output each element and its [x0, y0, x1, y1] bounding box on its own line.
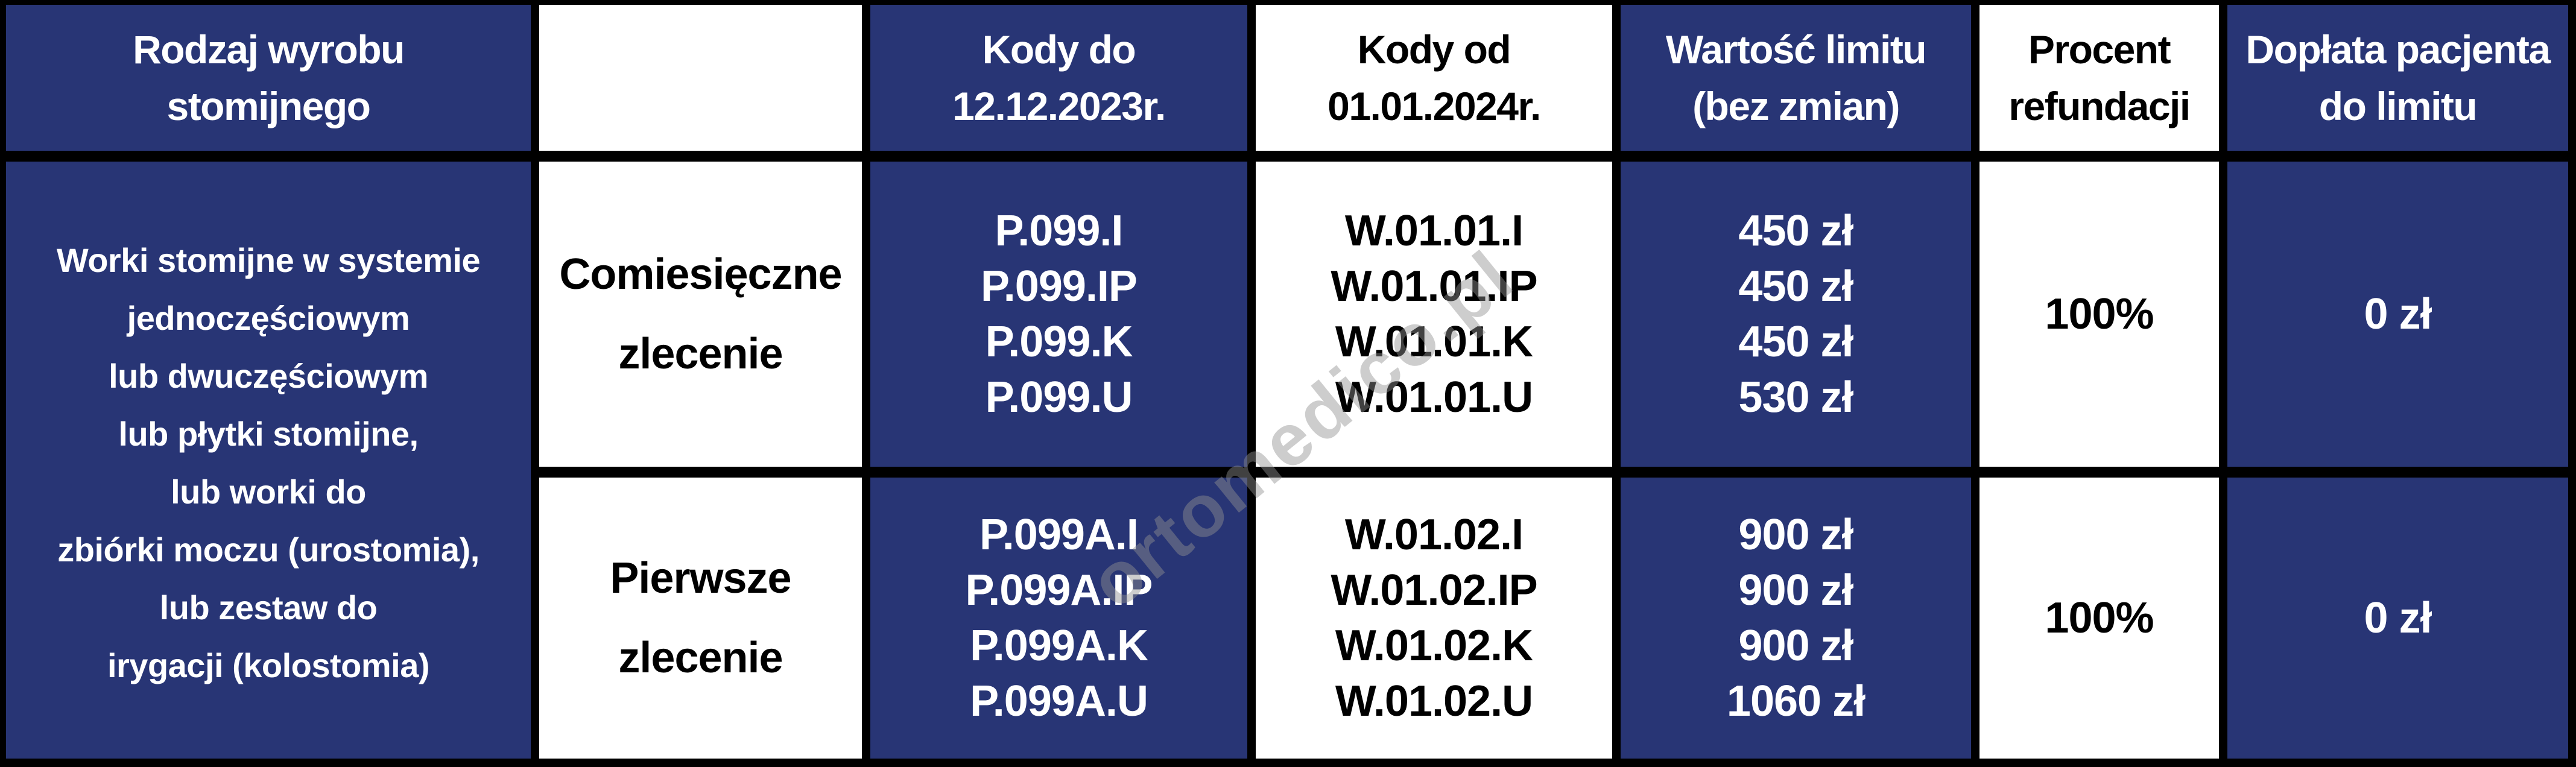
code-value: W.01.02.IP: [1331, 566, 1537, 614]
limit-value: 450 zł: [1738, 318, 1853, 366]
header-line: Kody do: [982, 27, 1136, 72]
limit-value: 900 zł: [1738, 511, 1853, 559]
cell-codes-from-row2: W.01.02.I W.01.02.IP W.01.02.K W.01.02.U: [1256, 478, 1612, 759]
limit-value: 450 zł: [1738, 262, 1853, 311]
header-line: do limitu: [2318, 84, 2478, 128]
refund-percent-value: 100%: [2045, 290, 2154, 338]
header-limit-value: Wartość limitu (bez zmian): [1621, 5, 1971, 151]
cell-codes-from-row1: W.01.01.I W.01.01.IP W.01.01.K W.01.01.U: [1256, 162, 1612, 467]
header-line: Dopłata pacjenta: [2245, 27, 2551, 72]
cell-patient-copay-row1: 0 zł: [2227, 162, 2568, 467]
limit-value: 450 zł: [1738, 207, 1853, 255]
order-type-line: Comiesięczne: [559, 250, 842, 298]
code-value: W.01.02.K: [1335, 622, 1533, 670]
code-value: P.099A.K: [970, 622, 1148, 670]
limit-value: 900 zł: [1738, 622, 1853, 670]
header-refund-percent: Procent refundacji: [1979, 5, 2219, 151]
code-value: W.01.02.U: [1335, 677, 1533, 725]
code-value: W.01.01.I: [1344, 207, 1524, 255]
code-value: W.01.01.U: [1335, 373, 1533, 421]
header-product-type: Rodzaj wyrobu stomijnego: [6, 5, 531, 151]
cell-refund-percent-row2: 100%: [1979, 478, 2219, 759]
cell-limit-values-row1: 450 zł 450 zł 450 zł 530 zł: [1621, 162, 1971, 467]
header-line: Rodzaj wyrobu: [133, 27, 405, 72]
header-order-type-empty: [539, 5, 862, 151]
header-line: (bez zmian): [1692, 84, 1900, 128]
product-line: Worki stomijne w systemie: [56, 241, 481, 279]
cell-codes-until-row1: P.099.I P.099.IP P.099.K P.099.U: [870, 162, 1247, 467]
copay-value: 0 zł: [2364, 594, 2432, 642]
cell-limit-values-row2: 900 zł 900 zł 900 zł 1060 zł: [1621, 478, 1971, 759]
product-line: lub zestaw do: [159, 589, 378, 627]
header-line: 01.01.2024r.: [1328, 84, 1541, 128]
product-line: irygacji (kolostomia): [107, 646, 430, 684]
copay-value: 0 zł: [2364, 290, 2432, 338]
code-value: W.01.02.I: [1344, 511, 1524, 559]
order-type-line: Pierwsze: [610, 554, 791, 602]
header-codes-from: Kody od 01.01.2024r.: [1256, 5, 1612, 151]
code-value: P.099.I: [995, 207, 1124, 255]
header-line: Procent: [2028, 27, 2171, 72]
code-value: P.099.IP: [981, 262, 1138, 311]
product-line: lub worki do: [171, 473, 366, 511]
code-value: P.099A.IP: [965, 566, 1153, 614]
code-value: W.01.01.IP: [1331, 262, 1537, 311]
refund-percent-value: 100%: [2045, 594, 2154, 642]
cell-patient-copay-row2: 0 zł: [2227, 478, 2568, 759]
order-type-line: zlecenie: [618, 634, 783, 682]
cell-codes-until-row2: P.099A.I P.099A.IP P.099A.K P.099A.U: [870, 478, 1247, 759]
code-value: W.01.01.K: [1335, 318, 1533, 366]
code-value: P.099.K: [985, 318, 1133, 366]
header-line: Kody od: [1357, 27, 1511, 72]
header-line: stomijnego: [166, 84, 371, 128]
cell-order-type-monthly: Comiesięczne zlecenie: [539, 162, 862, 467]
order-type-line: zlecenie: [618, 330, 783, 378]
header-line: 12.12.2023r.: [952, 84, 1166, 128]
header-line: refundacji: [2008, 84, 2191, 128]
code-value: P.099A.U: [970, 677, 1148, 725]
limit-value: 1060 zł: [1726, 677, 1866, 725]
header-line: Wartość limitu: [1665, 27, 1927, 72]
cell-product-description: Worki stomijne w systemie jednoczęściowy…: [6, 162, 531, 759]
code-value: P.099A.I: [979, 511, 1139, 559]
cell-refund-percent-row1: 100%: [1979, 162, 2219, 467]
product-line: lub dwuczęściowym: [109, 357, 428, 395]
cell-order-type-first: Pierwsze zlecenie: [539, 478, 862, 759]
product-line: lub płytki stomijne,: [118, 415, 419, 453]
product-line: zbiórki moczu (urostomia),: [57, 531, 479, 569]
table-grid: Rodzaj wyrobu stomijnego Kody do 12.12.2…: [6, 5, 2568, 759]
limit-value: 530 zł: [1738, 373, 1853, 421]
product-line: jednoczęściowym: [127, 299, 410, 337]
header-patient-copay: Dopłata pacjenta do limitu: [2227, 5, 2568, 151]
code-value: P.099.U: [985, 373, 1133, 421]
limit-value: 900 zł: [1738, 566, 1853, 614]
header-codes-until: Kody do 12.12.2023r.: [870, 5, 1247, 151]
